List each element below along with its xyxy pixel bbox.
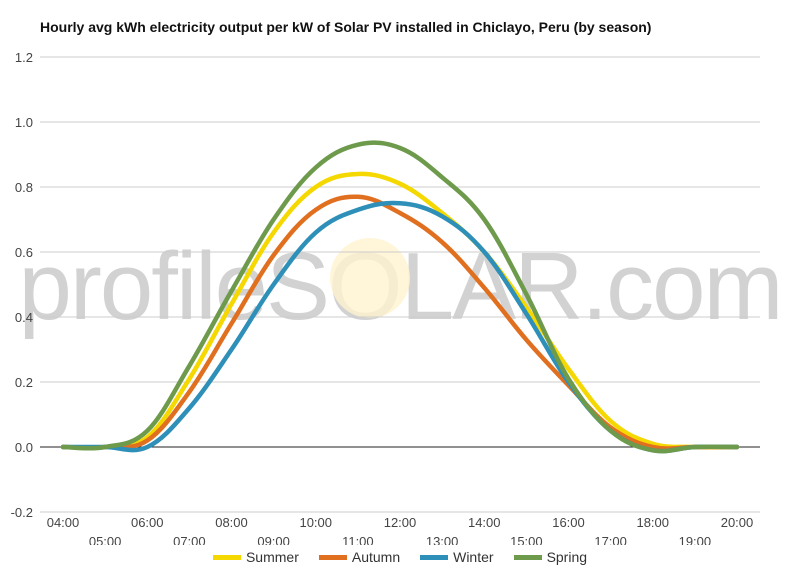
y-tick-label: 1.0: [15, 115, 33, 130]
legend-item-summer[interactable]: Summer: [212, 549, 299, 565]
x-tick-label: 19:00: [679, 534, 712, 545]
x-tick-label: 16:00: [552, 515, 585, 530]
x-tick-label: 14:00: [468, 515, 501, 530]
legend-swatch: [212, 554, 241, 560]
x-tick-label: 08:00: [215, 515, 248, 530]
legend-label: Spring: [546, 549, 588, 565]
x-tick-label: 07:00: [173, 534, 206, 545]
series-line-autumn: [60, 194, 740, 451]
legend-item-autumn[interactable]: Autumn: [318, 549, 401, 565]
legend: Summer Autumn Winter Spring: [0, 549, 800, 565]
y-tick-label: 0.0: [15, 440, 33, 455]
series-line-spring: [60, 140, 740, 454]
x-tick-label: 05:00: [89, 534, 122, 545]
series-line-winter: [60, 200, 740, 454]
legend-swatch: [513, 554, 542, 560]
x-tick-label: 06:00: [131, 515, 164, 530]
x-tick-label: 04:00: [47, 515, 80, 530]
chart-title: Hourly avg kWh electricity output per kW…: [40, 19, 652, 35]
legend-item-winter[interactable]: Winter: [420, 549, 494, 565]
x-tick-label: 12:00: [384, 515, 417, 530]
watermark-sun: [330, 238, 410, 318]
chart-svg: 1.2 1.0 0.8 0.6 0.4 0.2 0.0 -0.2 04:00 05:00 06:00…: [11, 50, 760, 545]
legend-label: Autumn: [351, 549, 401, 565]
x-tick-label: 15:00: [510, 534, 543, 545]
x-tick-label: 17:00: [594, 534, 627, 545]
y-tick-label: 0.2: [15, 375, 33, 390]
y-tick-label: 1.2: [15, 50, 33, 65]
x-tick-label: 18:00: [636, 515, 669, 530]
legend-swatch: [318, 554, 347, 560]
x-tick-label: 11:00: [342, 534, 374, 545]
y-tick-label: -0.2: [11, 505, 33, 520]
series-line-summer: [60, 171, 740, 451]
x-tick-label: 10:00: [299, 515, 332, 530]
legend-label: Summer: [245, 549, 299, 565]
x-tick-label: 09:00: [257, 534, 290, 545]
y-tick-label: 0.8: [15, 180, 33, 195]
legend-label: Winter: [453, 549, 494, 565]
y-tick-label: 0.4: [15, 310, 33, 325]
legend-item-spring[interactable]: Spring: [513, 549, 588, 565]
legend-swatch: [420, 554, 449, 560]
y-tick-label: 0.6: [15, 245, 33, 260]
x-tick-label: 20:00: [721, 515, 754, 530]
x-tick-label: 13:00: [426, 534, 459, 545]
